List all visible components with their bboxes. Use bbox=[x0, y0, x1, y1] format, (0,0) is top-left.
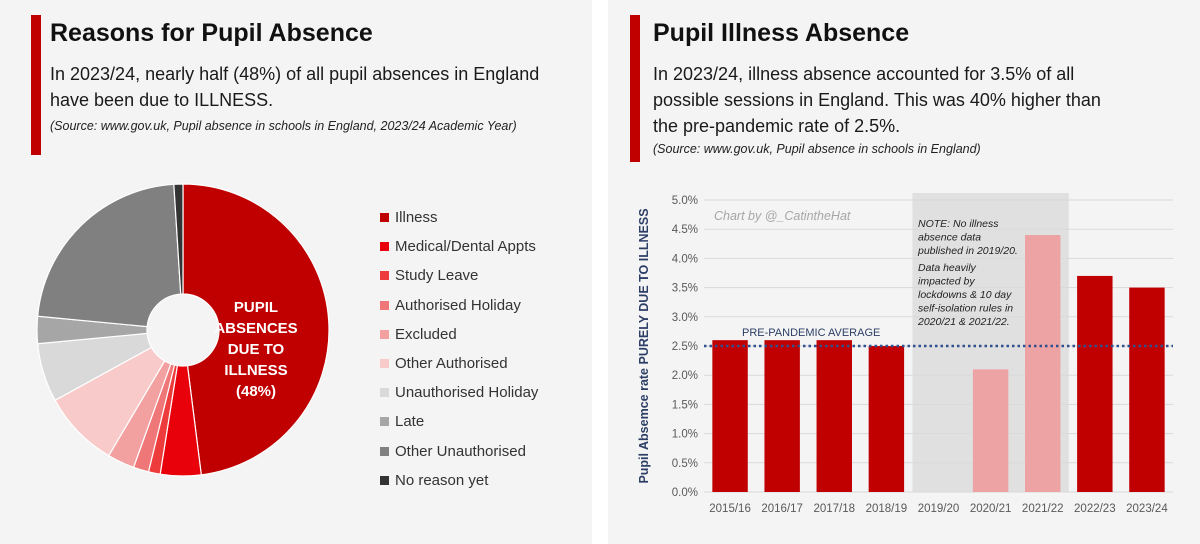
legend-swatch bbox=[380, 300, 389, 310]
y-tick-label: 4.0% bbox=[672, 253, 698, 265]
right-source: (Source: www.gov.uk, Pupil absence in sc… bbox=[653, 142, 981, 156]
x-tick-label: 2016/17 bbox=[761, 503, 803, 515]
left-description: In 2023/24, nearly half (48%) of all pup… bbox=[50, 61, 539, 113]
x-tick-label: 2015/16 bbox=[709, 503, 751, 515]
x-tick-label: 2023/24 bbox=[1126, 503, 1168, 515]
left-desc-line-2: have been due to ILLNESS. bbox=[50, 90, 274, 110]
x-tick-label: 2019/20 bbox=[918, 503, 960, 515]
legend-item-excluded: Excluded bbox=[380, 320, 538, 349]
donut-legend: Illness Medical/Dental Appts Study Leave Au… bbox=[380, 203, 538, 495]
y-tick-label: 4.5% bbox=[672, 224, 698, 236]
bar-2018-19 bbox=[868, 346, 905, 492]
legend-item-authorised-holiday: Authorised Holiday bbox=[380, 291, 538, 320]
donut-slice-no-reason-yet bbox=[173, 183, 184, 295]
left-panel: Reasons for Pupil Absence In 2023/24, ne… bbox=[0, 0, 592, 544]
legend-item-other-unauthorised: Other Unauthorised bbox=[380, 437, 538, 466]
left-desc-line-1: In 2023/24, nearly half (48%) of all pup… bbox=[50, 64, 540, 84]
bar-2015-16 bbox=[712, 340, 748, 492]
chart-note-line: published in 2019/20. bbox=[917, 245, 1018, 257]
chart-note-line: 2020/21 & 2021/22. bbox=[917, 316, 1010, 328]
bar-2023-24 bbox=[1129, 287, 1165, 492]
y-tick-label: 1.5% bbox=[672, 399, 698, 411]
legend-label: Unauthorised Holiday bbox=[395, 384, 539, 402]
legend-label: Medical/Dental Appts bbox=[395, 238, 536, 256]
x-tick-label: 2018/19 bbox=[866, 503, 908, 515]
legend-label: Other Authorised bbox=[395, 355, 508, 373]
chart-note-line: lockdowns & 10 day bbox=[918, 289, 1012, 301]
legend-swatch bbox=[380, 446, 389, 456]
legend-label: Study Leave bbox=[395, 267, 479, 285]
right-panel: Pupil Illness Absence In 2023/24, illnes… bbox=[608, 0, 1200, 544]
y-tick-label: 5.0% bbox=[672, 195, 698, 207]
y-tick-label: 2.5% bbox=[672, 341, 698, 353]
right-accent-bar bbox=[630, 15, 640, 162]
legend-label: Late bbox=[395, 413, 425, 431]
donut-center-label-line: DUE TO bbox=[228, 341, 285, 358]
chart-note-line: self-isolation rules in bbox=[918, 302, 1013, 314]
legend-item-no-reason-yet: No reason yet bbox=[380, 466, 538, 495]
legend-label: Authorised Holiday bbox=[395, 296, 521, 314]
y-tick-label: 2.0% bbox=[672, 370, 698, 382]
legend-label: No reason yet bbox=[395, 471, 489, 489]
y-tick-label: 0.5% bbox=[672, 458, 698, 470]
y-tick-label: 3.0% bbox=[672, 312, 698, 324]
chart-note-line: NOTE: No illness bbox=[918, 218, 999, 230]
y-tick-label: 0.0% bbox=[672, 487, 698, 499]
legend-swatch bbox=[380, 359, 389, 369]
legend-item-medical-dental-appts: Medical/Dental Appts bbox=[380, 232, 538, 261]
left-title: Reasons for Pupil Absence bbox=[50, 19, 373, 47]
donut-center-label-line: PUPIL bbox=[234, 299, 278, 316]
legend-label: Excluded bbox=[395, 325, 457, 343]
donut-slice-illness bbox=[182, 183, 330, 476]
legend-swatch bbox=[380, 213, 389, 223]
legend-swatch bbox=[380, 417, 389, 427]
x-tick-label: 2021/22 bbox=[1022, 503, 1064, 515]
legend-swatch bbox=[380, 271, 389, 281]
bar-2017-18 bbox=[816, 340, 852, 492]
reference-line-label: PRE-PANDEMIC AVERAGE bbox=[742, 327, 880, 339]
x-tick-label: 2020/21 bbox=[970, 503, 1012, 515]
right-desc-line-1: In 2023/24, illness absence accounted fo… bbox=[653, 64, 1075, 84]
legend-label: Other Unauthorised bbox=[395, 442, 526, 460]
illness-bar-chart: 0.0% 0.5% 1.0% 1.5% 2.0% 2.5% 3.0% 3.5% 4.0% 4.5%… bbox=[637, 193, 1173, 515]
right-description: In 2023/24, illness absence accounted fo… bbox=[653, 61, 1101, 139]
legend-label: Illness bbox=[395, 209, 438, 227]
legend-swatch bbox=[380, 475, 389, 485]
right-desc-line-2: possible sessions in England. This was 4… bbox=[653, 90, 1101, 110]
y-tick-label: 3.5% bbox=[672, 283, 698, 295]
chart-note-line: Data heavily bbox=[918, 262, 977, 274]
left-source: (Source: www.gov.uk, Pupil absence in sc… bbox=[50, 119, 517, 133]
donut-chart: PUPIL ABSENCES DUE TO ILLNESS (48%) bbox=[36, 183, 330, 477]
bar-2021-22 bbox=[1025, 235, 1061, 492]
legend-item-illness: Illness bbox=[380, 203, 538, 232]
y-axis-label: Pupil Absemce rate PURELY DUE TO ILLNESS bbox=[637, 208, 651, 483]
donut-center-label-line: (48%) bbox=[236, 383, 276, 400]
bar-2022-23 bbox=[1077, 275, 1113, 492]
donut-slice-other-unauthorised bbox=[36, 183, 182, 328]
x-tick-label: 2017/18 bbox=[813, 503, 855, 515]
legend-item-other-authorised: Other Authorised bbox=[380, 349, 538, 378]
donut-center-label-line: ILLNESS bbox=[224, 362, 287, 379]
legend-swatch bbox=[380, 388, 389, 398]
right-desc-line-3: the pre-pandemic rate of 2.5%. bbox=[653, 116, 901, 136]
legend-item-unauthorised-holiday: Unauthorised Holiday bbox=[380, 378, 538, 407]
chart-watermark: Chart by @_CatintheHat bbox=[714, 209, 851, 223]
chart-note-line: impacted by bbox=[918, 276, 975, 288]
legend-swatch bbox=[380, 242, 389, 252]
chart-note-line: absence data bbox=[918, 231, 981, 243]
legend-swatch bbox=[380, 329, 389, 339]
legend-item-late: Late bbox=[380, 407, 538, 436]
right-title: Pupil Illness Absence bbox=[653, 19, 910, 47]
left-accent-bar bbox=[31, 15, 41, 155]
bar-2016-17 bbox=[764, 340, 800, 492]
y-tick-label: 1.0% bbox=[672, 429, 698, 441]
legend-item-study-leave: Study Leave bbox=[380, 261, 538, 290]
donut-center-label-line: ABSENCES bbox=[214, 320, 297, 337]
bar-2020-21 bbox=[972, 369, 1009, 492]
x-tick-label: 2022/23 bbox=[1074, 503, 1116, 515]
